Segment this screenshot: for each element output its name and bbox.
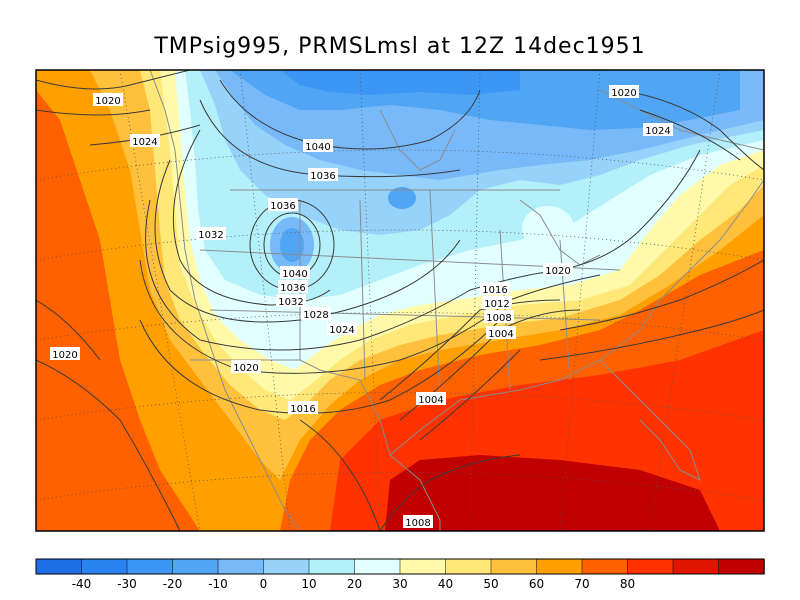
colorbar-swatches <box>35 558 765 575</box>
colorbar-swatch <box>263 558 310 575</box>
isobar-label: 1032 <box>196 227 226 241</box>
svg-text:1032: 1032 <box>198 230 223 241</box>
svg-text:1004: 1004 <box>488 329 513 340</box>
isobar-labels: 1020 1024 1020 1024 1040 1036 1036 1032 … <box>50 85 673 529</box>
colorbar-swatch <box>172 558 219 575</box>
isobar-label: 1004 <box>416 392 446 406</box>
colorbar-swatch <box>217 558 265 575</box>
colorbar-frame <box>35 558 765 575</box>
colorbar-swatch <box>672 558 720 575</box>
isobar-label: 1032 <box>276 294 306 308</box>
map-frame <box>35 69 765 532</box>
colorbar-swatch <box>399 558 447 575</box>
svg-text:1036: 1036 <box>310 171 335 182</box>
colorbar-tick-label: 20 <box>347 577 362 591</box>
graticule <box>36 70 764 531</box>
colorbar-swatch <box>581 558 629 575</box>
colorbar-tick-label: -30 <box>117 577 137 591</box>
svg-text:1036: 1036 <box>270 201 295 212</box>
isobar-label: 1016 <box>480 282 510 296</box>
colorbar-tick-label: 10 <box>301 577 316 591</box>
colorbar-tick-label: 70 <box>574 577 589 591</box>
colorbar-tick-label: -20 <box>163 577 183 591</box>
colorbar-tick-label: -40 <box>72 577 92 591</box>
svg-text:1032: 1032 <box>278 297 303 308</box>
svg-text:1024: 1024 <box>329 325 354 336</box>
isobar-label: 1036 <box>278 280 308 294</box>
svg-text:1020: 1020 <box>233 363 258 374</box>
cold-spot <box>388 187 416 209</box>
svg-text:1040: 1040 <box>305 142 330 153</box>
temp-band-minus40 <box>280 70 520 95</box>
isobar-label: 1012 <box>482 296 512 310</box>
svg-text:1008: 1008 <box>486 313 511 324</box>
svg-text:1020: 1020 <box>545 266 570 277</box>
colorbar-tick-label: 30 <box>392 577 407 591</box>
colorbar-tick-labels: -40 -30 -20 -10 0 10 20 30 40 50 60 70 80 <box>72 577 635 591</box>
svg-text:1036: 1036 <box>280 283 305 294</box>
colorbar-swatch <box>490 558 538 575</box>
colorbar-tick-label: 60 <box>529 577 544 591</box>
colorbar-swatch <box>81 558 128 575</box>
isobar-label: 1016 <box>288 401 318 415</box>
isobar-label: 1024 <box>327 322 357 336</box>
colorbar-tick-label: 0 <box>260 577 268 591</box>
svg-text:1020: 1020 <box>52 350 77 361</box>
colorbar-swatch <box>126 558 174 575</box>
isobar-label: 1024 <box>643 123 673 137</box>
colorbar-swatch <box>627 558 674 575</box>
isobar-label: 1004 <box>486 326 516 340</box>
svg-text:1012: 1012 <box>484 299 509 310</box>
map-title: TMPsig995, PRMSLmsl at 12Z 14dec1951 <box>154 34 646 59</box>
svg-text:1016: 1016 <box>290 404 315 415</box>
colorbar-tick-label: 80 <box>620 577 635 591</box>
colorbar-swatch <box>35 558 83 575</box>
svg-text:1020: 1020 <box>95 96 120 107</box>
isobar-label: 1020 <box>609 85 639 99</box>
cold-pocket-core <box>280 228 304 262</box>
svg-text:1004: 1004 <box>418 395 443 406</box>
svg-text:1024: 1024 <box>132 137 157 148</box>
isobar-label: 1020 <box>543 263 573 277</box>
colorbar-swatch <box>445 558 492 575</box>
svg-text:1020: 1020 <box>611 88 636 99</box>
isobar-label: 1036 <box>308 168 338 182</box>
colorbar-tick-label: 50 <box>483 577 498 591</box>
isobar-label: 1008 <box>403 515 433 529</box>
isobar-label: 1028 <box>301 307 331 321</box>
temp-band-80 <box>385 455 720 531</box>
isobar-label: 1036 <box>268 198 298 212</box>
colorbar-swatch <box>718 558 765 575</box>
isobar-label: 1024 <box>130 134 160 148</box>
isobar-label: 1040 <box>303 139 333 153</box>
svg-text:1008: 1008 <box>405 518 430 529</box>
svg-text:1024: 1024 <box>645 126 670 137</box>
isobar-label: 1020 <box>231 360 261 374</box>
colorbar-tick-label: 40 <box>438 577 453 591</box>
colorbar-swatch <box>308 558 356 575</box>
svg-text:1040: 1040 <box>282 269 307 280</box>
isobar-label: 1020 <box>93 93 123 107</box>
svg-text:1028: 1028 <box>303 310 328 321</box>
colorbar-tick-label: -10 <box>208 577 228 591</box>
colorbar-swatch <box>536 558 583 575</box>
colorbar-swatch <box>354 558 401 575</box>
isobar-label: 1020 <box>50 347 80 361</box>
isobar-label: 1040 <box>280 266 310 280</box>
svg-text:1016: 1016 <box>482 285 507 296</box>
isobar-label: 1008 <box>484 310 514 324</box>
